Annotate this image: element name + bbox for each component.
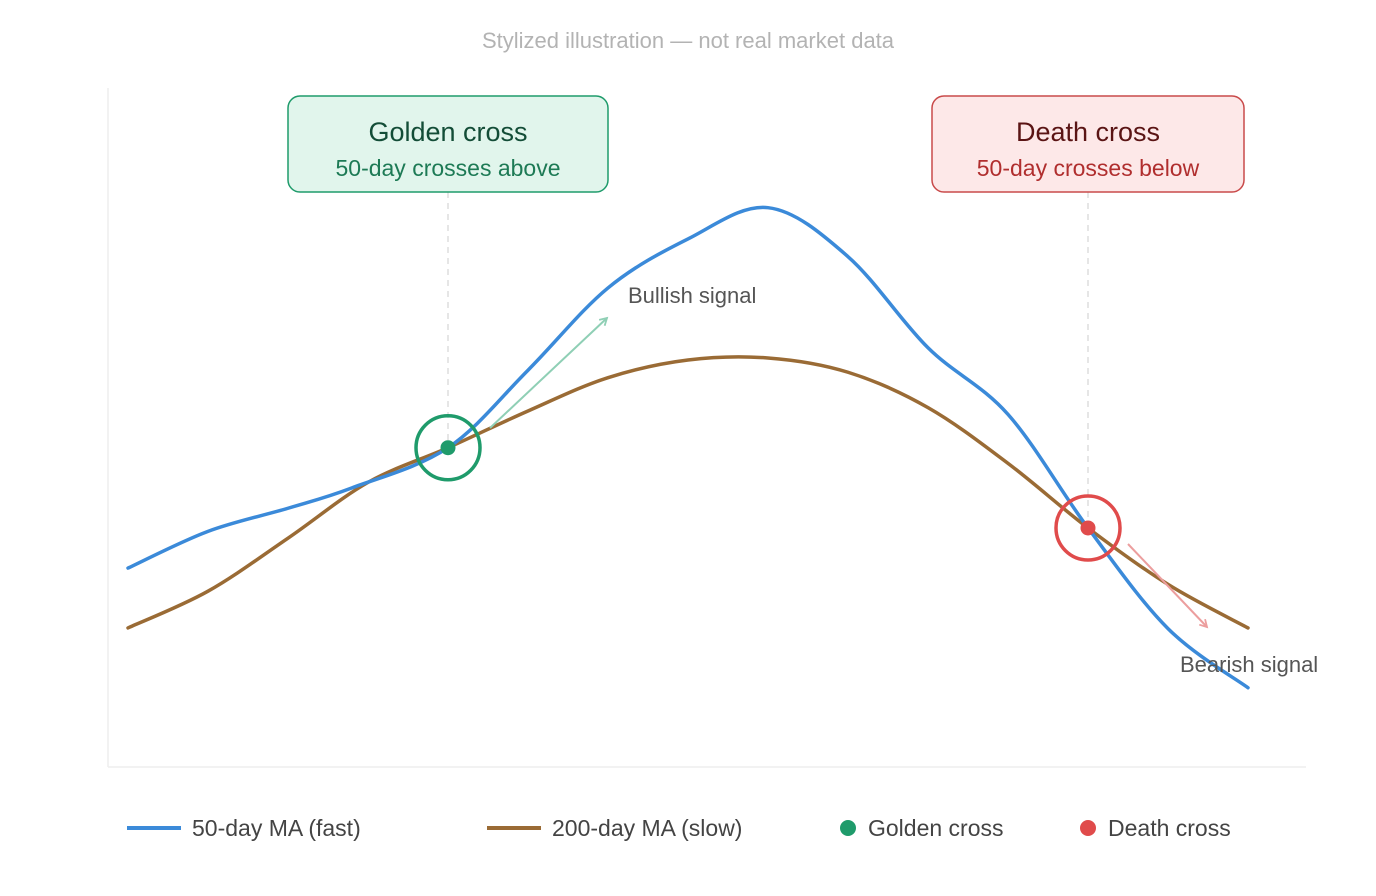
legend-label-200-day: 200-day MA (slow)	[552, 815, 742, 841]
bearish-signal-label: Bearish signal	[1180, 652, 1318, 677]
bullish-signal-label: Bullish signal	[628, 283, 756, 308]
legend-label-golden-cross: Golden cross	[868, 815, 1004, 841]
golden-cross-callout: Golden cross 50-day crosses above	[287, 95, 609, 193]
death-cross-point	[1080, 520, 1096, 536]
death-cross-callout-box	[931, 95, 1245, 193]
series-line-200-day	[126, 355, 1250, 630]
golden-cross-ring	[414, 413, 482, 482]
legend-label-death-cross: Death cross	[1108, 815, 1231, 841]
legend-swatch-death-cross	[1080, 820, 1096, 836]
legend-label-50-day: 50-day MA (fast)	[192, 815, 361, 841]
death-cross-callout-title: Death cross	[1016, 117, 1160, 147]
golden-cross-callout-subtitle: 50-day crosses above	[335, 155, 560, 181]
bearish-arrow	[1127, 543, 1209, 629]
series-line-50-day	[126, 205, 1250, 690]
golden-cross-callout-title: Golden cross	[368, 117, 527, 147]
death-cross-callout-subtitle: 50-day crosses below	[977, 155, 1200, 181]
chart-subtitle: Stylized illustration — not real market …	[482, 28, 895, 53]
golden-cross-callout-box	[287, 95, 609, 193]
chart-legend: 50-day MA (fast) 200-day MA (slow) Golde…	[127, 815, 1231, 841]
death-cross-callout: Death cross 50-day crosses below	[931, 95, 1245, 193]
golden-cross-point	[440, 440, 456, 456]
death-cross-ring	[1054, 494, 1122, 562]
bullish-arrow	[489, 316, 609, 429]
legend-swatch-golden-cross	[840, 820, 856, 836]
